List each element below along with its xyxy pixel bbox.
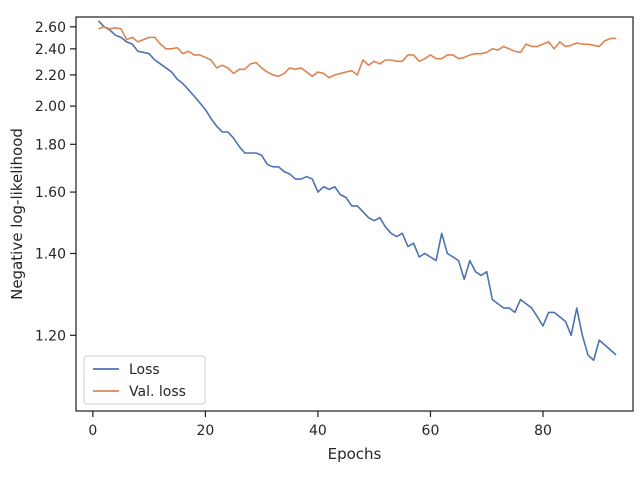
- x-axis-title: Epochs: [328, 445, 382, 463]
- legend: Loss Val. loss: [83, 355, 206, 405]
- y-tick-label: 2.40: [35, 42, 66, 58]
- x-axis-ticks: 0 20 40 60 80: [88, 411, 552, 439]
- y-tick-label: 1.20: [35, 328, 66, 344]
- y-axis-ticks: 1.20 1.40 1.60 1.80 2.00 2.20 2.40 2.60: [35, 20, 76, 344]
- y-tick-label: 2.60: [35, 20, 66, 36]
- legend-label-0: Loss: [129, 362, 160, 378]
- legend-box: [83, 355, 206, 405]
- y-tick-label: 1.60: [35, 185, 66, 201]
- y-axis-title: Negative log-likelihood: [8, 128, 26, 300]
- legend-label-1: Val. loss: [129, 384, 186, 400]
- x-tick-label: 80: [534, 423, 552, 439]
- x-tick-label: 60: [422, 423, 440, 439]
- series-layer: [97, 20, 617, 362]
- y-tick-label: 1.40: [35, 246, 66, 262]
- y-tick-label: 1.80: [35, 137, 66, 153]
- series-line-0: [97, 20, 617, 362]
- y-tick-label: 2.00: [35, 99, 66, 115]
- x-tick-label: 40: [309, 423, 327, 439]
- x-tick-label: 0: [88, 423, 97, 439]
- plot-frame: [75, 16, 634, 412]
- x-tick-label: 20: [196, 423, 214, 439]
- y-tick-label: 2.20: [35, 68, 66, 84]
- series-line-1: [98, 25, 617, 79]
